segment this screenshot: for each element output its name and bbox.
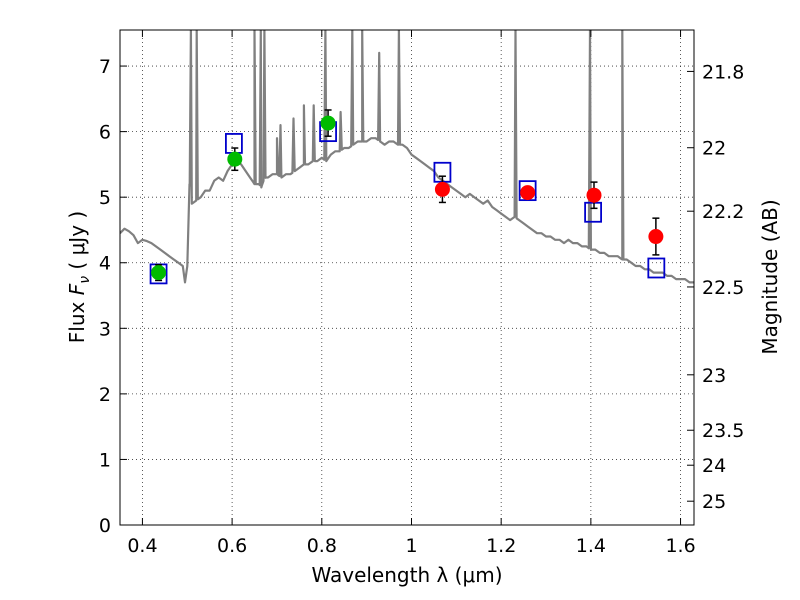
- measured-point: [648, 229, 664, 245]
- measured-point: [227, 151, 243, 167]
- x-axis-label: Wavelength λ (μm): [311, 563, 502, 587]
- y2-tick-label: 21.8: [702, 61, 744, 83]
- y-tick-label: 5: [99, 187, 111, 209]
- measured-point: [520, 185, 536, 201]
- plot-frame: [119, 29, 695, 526]
- measured-point: [586, 187, 602, 203]
- model-point: [584, 201, 603, 223]
- y2-tick-label: 22.2: [702, 201, 744, 223]
- y-tick-label: 0: [99, 515, 111, 537]
- y2-tick-label: 23: [702, 365, 726, 387]
- y2-axis-label: Magnitude (AB): [758, 199, 782, 354]
- x-tick-label: 1: [405, 535, 417, 557]
- y2-tick-label: 23.5: [702, 420, 744, 442]
- model-point: [647, 257, 666, 279]
- measured-points: [151, 109, 664, 282]
- y-tick-label: 4: [99, 253, 111, 275]
- y-tick-label: 3: [99, 318, 111, 340]
- x-tick-label: 0.8: [307, 535, 337, 557]
- x-tick-label: 1.2: [486, 535, 516, 557]
- y2-tick-label: 22: [702, 138, 726, 160]
- x-tick-label: 0.4: [127, 535, 157, 557]
- plot-content: [120, 30, 694, 285]
- measured-point: [320, 115, 336, 131]
- x-tick-label: 1.6: [665, 535, 695, 557]
- plot-area: [120, 30, 694, 525]
- y-tick-label: 1: [99, 449, 111, 471]
- ticks: [120, 30, 694, 526]
- spectrum-line: [120, 30, 694, 284]
- measured-point: [151, 265, 167, 281]
- spectrum: [120, 30, 694, 284]
- y2-tick-label: 24: [702, 455, 726, 477]
- y-tick-label: 2: [99, 384, 111, 406]
- model-point: [518, 180, 537, 202]
- grid: [120, 30, 694, 526]
- y-axis-label: Flux Fν ( μJy ): [65, 211, 93, 343]
- y-tick-label: 7: [99, 56, 111, 78]
- x-tick-label: 1.4: [576, 535, 606, 557]
- y2-tick-label: 25: [702, 491, 726, 513]
- x-tick-label: 0.6: [217, 535, 247, 557]
- measured-point: [434, 181, 450, 197]
- y2-tick-label: 22.5: [702, 277, 744, 299]
- y-tick-label: 6: [99, 122, 111, 144]
